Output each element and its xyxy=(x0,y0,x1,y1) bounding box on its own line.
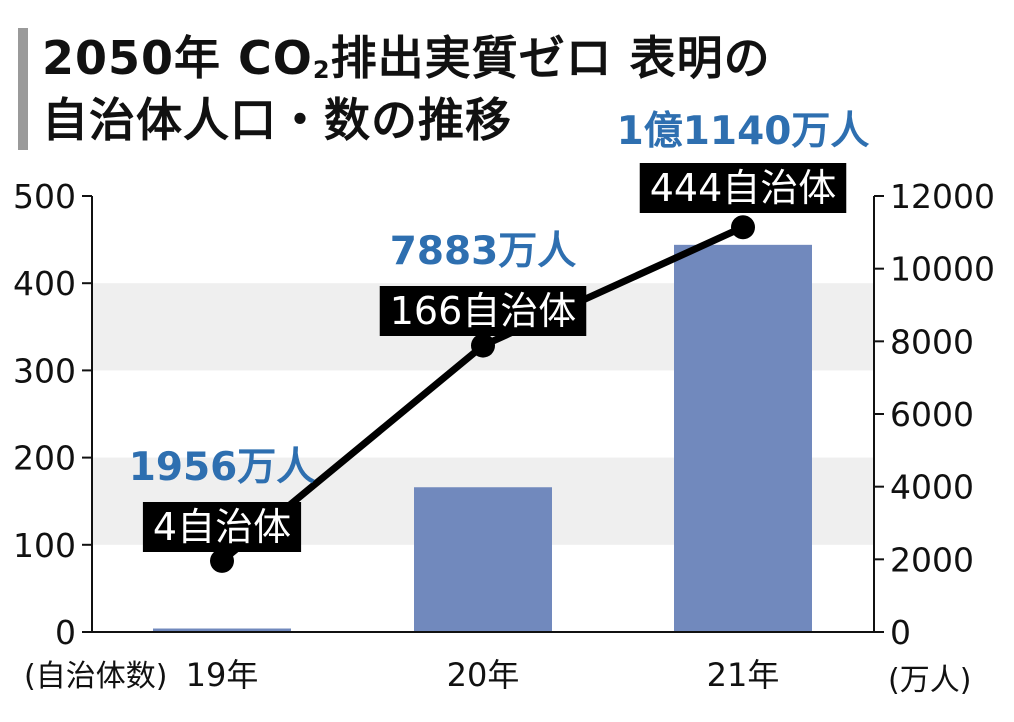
right-tick-label: 2000 xyxy=(890,540,974,579)
data-labels: 1956万人 7883万人 1億1140万人 4自治体 166自治体 444自治体 xyxy=(129,109,870,552)
population-point-19年 xyxy=(210,548,234,573)
page-title-line-1: 2050年 CO2排出実質ゼロ 表明の xyxy=(42,30,771,98)
right-tick-label: 4000 xyxy=(890,468,974,507)
x-tick-label: 21年 xyxy=(707,656,780,694)
right-tick-label: 12000 xyxy=(890,177,995,216)
left-tick-label: 300 xyxy=(13,351,76,390)
count-label: 166自治体 xyxy=(379,286,587,336)
bar-series xyxy=(153,244,812,632)
population-label: 1956万人 xyxy=(129,445,316,490)
count-label-box xyxy=(142,502,302,552)
left-tick-label: 100 xyxy=(13,526,76,565)
population-label: 1億1140万人 xyxy=(617,109,870,154)
population-line-series xyxy=(210,215,755,573)
page-title-line-2: 自治体人口・数の推移 xyxy=(42,93,512,147)
right-tick-label: 10000 xyxy=(890,250,995,289)
left-tick-label: 500 xyxy=(13,177,76,216)
title-text-a: 2050年 CO xyxy=(42,31,313,85)
count-label-text: 166自治体 xyxy=(390,289,577,333)
left-tick-label: 0 xyxy=(55,613,76,652)
right-tick-label: 8000 xyxy=(890,322,974,361)
bar-19年 xyxy=(153,628,291,632)
title-accent-bar xyxy=(18,28,28,150)
count-label-box xyxy=(639,163,847,213)
bar-21年 xyxy=(674,244,812,632)
right-tick-label: 6000 xyxy=(890,395,974,434)
population-point-20年 xyxy=(471,333,495,358)
count-label-box xyxy=(379,286,587,336)
left-axis-unit-label: (自治体数) xyxy=(24,659,167,694)
x-tick-label: 19年 xyxy=(186,656,259,694)
left-tick-label: 200 xyxy=(13,439,76,478)
axes: 0 100 200 300 400 500 0 2000 4000 6000 8000 10000 12… xyxy=(13,177,995,698)
population-point-21年 xyxy=(731,215,755,240)
bar-20年 xyxy=(414,487,552,632)
count-label: 4自治体 xyxy=(142,502,302,552)
title-text-b: 排出実質ゼロ 表明の xyxy=(330,31,771,85)
count-label-text: 4自治体 xyxy=(153,505,291,549)
count-label: 444自治体 xyxy=(639,163,847,213)
population-label: 7883万人 xyxy=(390,229,577,274)
right-tick-label: 0 xyxy=(890,613,911,652)
count-label-text: 444自治体 xyxy=(650,166,837,210)
right-axis-unit-label: (万人) xyxy=(888,663,971,698)
left-tick-label: 400 xyxy=(13,264,76,303)
title-subscript: 2 xyxy=(312,56,331,84)
x-tick-label: 20年 xyxy=(447,656,520,694)
